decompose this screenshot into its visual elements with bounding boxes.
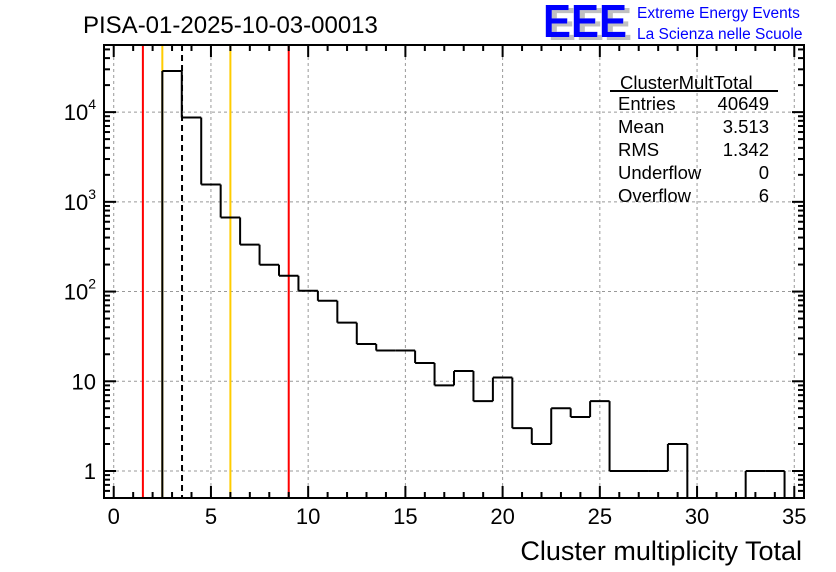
x-tick-label: 15 xyxy=(393,504,417,529)
x-axis-label: Cluster multiplicity Total xyxy=(520,536,802,566)
y-tick-base: 10 xyxy=(64,190,88,215)
plot-frame xyxy=(103,44,805,499)
y-tick-label: 102 xyxy=(64,276,96,305)
y-tick-base: 10 xyxy=(64,100,88,125)
x-tick-label: 35 xyxy=(782,504,806,529)
stats-label: Underflow xyxy=(618,162,702,183)
logo-mark: EEE xyxy=(543,0,627,47)
stats-value: 0 xyxy=(759,162,769,183)
stats-label: Entries xyxy=(618,93,676,114)
y-tick-label: 10 xyxy=(72,369,96,394)
stats-label: Mean xyxy=(618,116,664,137)
stats-value: 40649 xyxy=(718,93,769,114)
eee-logo: EEE Extreme Energy Events La Scienza nel… xyxy=(543,0,802,47)
x-tick-label: 10 xyxy=(296,504,320,529)
logo-line2: La Scienza nelle Scuole xyxy=(637,26,802,43)
y-tick-label: 104 xyxy=(64,96,96,125)
grid-lines xyxy=(104,45,804,498)
x-tick-label: 20 xyxy=(490,504,514,529)
y-tick-base: 1 xyxy=(84,459,96,484)
stats-value: 1.342 xyxy=(723,139,769,160)
stats-value: 3.513 xyxy=(723,116,769,137)
y-tick-exponent: 4 xyxy=(88,96,96,112)
y-tick-exponent: 3 xyxy=(88,186,96,202)
histogram-bars xyxy=(161,70,786,498)
x-tick-label: 5 xyxy=(205,504,217,529)
chart-title: PISA-01-2025-10-03-00013 xyxy=(83,12,378,39)
stats-label: Overflow xyxy=(618,185,692,206)
stats-box: ClusterMultTotal Entries 40649 Mean 3.513 RM… xyxy=(610,72,778,206)
y-tick-label: 1 xyxy=(84,459,96,484)
stats-label: RMS xyxy=(618,139,659,160)
logo-line1: Extreme Energy Events xyxy=(637,5,800,22)
y-tick-base: 10 xyxy=(72,369,96,394)
marker-lines xyxy=(141,45,290,498)
y-tick-base: 10 xyxy=(64,280,88,305)
y-tick-exponent: 2 xyxy=(88,276,96,292)
axis-ticks xyxy=(104,45,804,499)
stats-value: 6 xyxy=(759,185,769,206)
x-tick-label: 30 xyxy=(685,504,709,529)
stats-title: ClusterMultTotal xyxy=(620,72,753,93)
x-tick-label: 25 xyxy=(588,504,612,529)
y-tick-label: 103 xyxy=(64,186,96,215)
x-tick-label: 0 xyxy=(108,504,120,529)
